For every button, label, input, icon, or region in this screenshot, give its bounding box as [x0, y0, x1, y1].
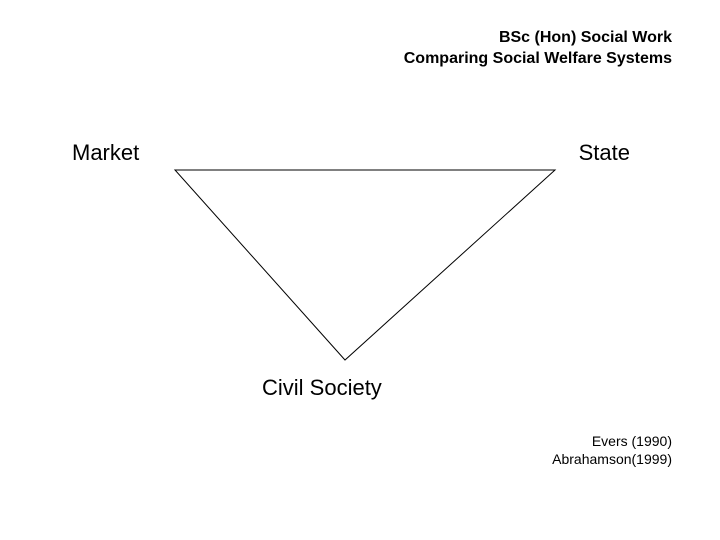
triangle-shape [175, 170, 555, 360]
vertex-label-civil-society: Civil Society [262, 375, 382, 401]
header-line-1: BSc (Hon) Social Work [404, 28, 672, 49]
slide-header: BSc (Hon) Social Work Comparing Social W… [404, 28, 672, 70]
citation-line-1: Evers (1990) [552, 432, 672, 450]
vertex-label-market: Market [72, 140, 139, 166]
header-line-2: Comparing Social Welfare Systems [404, 49, 672, 70]
welfare-triangle-diagram [170, 165, 560, 365]
citation-footer: Evers (1990) Abrahamson(1999) [552, 432, 672, 468]
citation-line-2: Abrahamson(1999) [552, 450, 672, 468]
vertex-label-state: State [579, 140, 630, 166]
